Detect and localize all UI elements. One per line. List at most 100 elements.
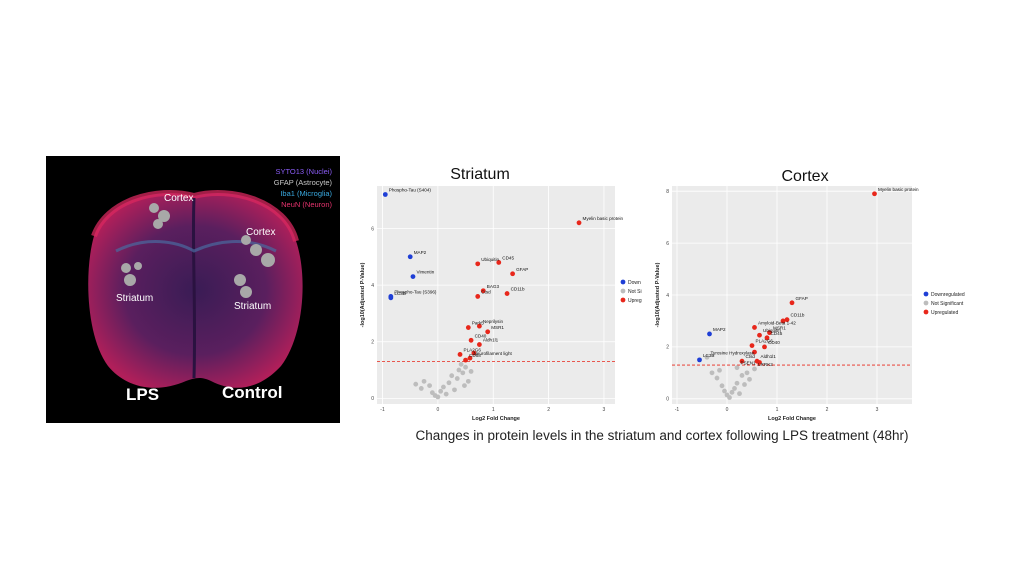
data-point-up bbox=[465, 325, 471, 330]
roi-circle bbox=[124, 274, 136, 286]
data-point-up bbox=[485, 329, 491, 335]
point-label: Aldh1l1 bbox=[483, 338, 499, 343]
data-point-up bbox=[749, 343, 755, 349]
point-label: GFAP bbox=[796, 296, 808, 301]
cortex-volcano-plot: -1 0 1 2 3 0 2 4 6 8 Log2 Fold Change -log10(Adjust… bbox=[655, 186, 965, 422]
data-point-notsig bbox=[734, 380, 740, 386]
data-point-notsig bbox=[714, 375, 720, 381]
data-point-down bbox=[382, 192, 388, 197]
legend-label: Not Significant bbox=[931, 301, 964, 307]
data-point-notsig bbox=[704, 354, 710, 360]
point-label: Ctsd bbox=[481, 289, 491, 294]
data-point-notsig bbox=[719, 383, 725, 389]
data-point-up bbox=[739, 358, 745, 364]
point-label: CD40 bbox=[768, 340, 780, 345]
data-point-up bbox=[475, 294, 481, 299]
y-axis-label: -log10(Adjusted P-Value) bbox=[360, 262, 366, 327]
data-point-notsig bbox=[452, 387, 457, 393]
data-point-notsig bbox=[742, 382, 747, 387]
x-tick-label: -1 bbox=[380, 407, 385, 413]
striatum-chart-title: Striatum bbox=[450, 166, 510, 183]
point-label: Myelin basic protein bbox=[878, 187, 919, 192]
data-point-up bbox=[467, 355, 473, 361]
roi-circle bbox=[240, 286, 252, 298]
data-point-up bbox=[872, 191, 877, 197]
condition-label-control: Control bbox=[222, 383, 282, 402]
legend-nuclei: SYTO13 (Nuclei) bbox=[275, 167, 332, 176]
point-label: Ctsd bbox=[746, 354, 756, 359]
data-point-up bbox=[471, 350, 477, 356]
x-axis-label: Log2 Fold Change bbox=[472, 416, 520, 422]
data-point-up bbox=[576, 220, 582, 226]
data-point-notsig bbox=[734, 365, 740, 371]
data-point-up bbox=[789, 300, 795, 306]
roi-circle bbox=[158, 210, 170, 222]
data-point-up bbox=[496, 260, 502, 265]
data-point-up bbox=[767, 330, 772, 336]
striatum-volcano-plot: -1 0 1 2 3 0 2 4 6 Log2 Fold Change -log10(Adjuste… bbox=[360, 186, 642, 422]
roi-circle bbox=[250, 244, 262, 256]
legend-label: Downregulated bbox=[931, 292, 965, 298]
region-label-cortex-right: Cortex bbox=[246, 227, 275, 238]
data-point-up bbox=[752, 349, 757, 355]
point-label: Myelin basic protein bbox=[583, 216, 624, 221]
point-label: CD45 bbox=[771, 331, 783, 336]
point-label: Neprilysin bbox=[483, 319, 504, 324]
data-point-notsig bbox=[465, 378, 471, 384]
y-tick-label: 6 bbox=[666, 241, 669, 247]
point-label: PLA2G6 bbox=[756, 339, 774, 344]
data-point-notsig bbox=[418, 386, 424, 391]
point-label: Tyrosine Hydroxylase bbox=[711, 350, 755, 355]
data-point-up bbox=[784, 317, 790, 323]
data-point-notsig bbox=[438, 388, 444, 394]
x-tick-label: 0 bbox=[436, 407, 439, 413]
data-point-notsig bbox=[722, 388, 727, 394]
legend-neuron: NeuN (Neuron) bbox=[281, 200, 332, 209]
data-point-notsig bbox=[739, 373, 745, 378]
y-tick-label: 0 bbox=[666, 397, 669, 403]
point-label: Aldh1l1 bbox=[761, 354, 777, 359]
point-label: LRRK2 bbox=[758, 362, 773, 367]
roi-circle bbox=[149, 203, 159, 213]
data-point-up bbox=[475, 261, 481, 267]
data-point-up bbox=[752, 325, 757, 330]
data-point-up bbox=[504, 291, 510, 296]
point-label: CD11b bbox=[511, 287, 525, 292]
point-label: Ubiquitin bbox=[481, 257, 499, 262]
y-tick-label: 2 bbox=[666, 345, 669, 351]
point-label: MSR1 bbox=[773, 326, 786, 331]
x-tick-label: 1 bbox=[776, 407, 779, 413]
brain-midline bbox=[191, 197, 197, 379]
point-label: Ubiquitin bbox=[763, 328, 781, 333]
x-axis-label: Log2 Fold Change bbox=[768, 416, 816, 422]
plot-panel bbox=[377, 186, 615, 404]
data-point-notsig bbox=[413, 381, 419, 387]
data-point-notsig bbox=[709, 370, 715, 376]
point-label: CD40 bbox=[475, 333, 487, 338]
region-label-cortex-left: Cortex bbox=[164, 193, 193, 204]
point-label: PLA2G6 bbox=[464, 347, 482, 352]
x-tick-label: 3 bbox=[603, 407, 606, 413]
data-point-up bbox=[780, 318, 786, 324]
y-tick-label: 0 bbox=[371, 396, 374, 402]
y-tick-label: 8 bbox=[666, 189, 669, 195]
data-point-down bbox=[407, 254, 413, 260]
data-point-notsig bbox=[732, 386, 737, 391]
point-label: MAP2 bbox=[414, 250, 427, 255]
point-label: Phospho-Tau (S396) bbox=[394, 289, 437, 294]
region-label-striatum-left: Striatum bbox=[116, 293, 153, 304]
data-point-notsig bbox=[462, 383, 467, 388]
point-label: Park5 bbox=[472, 321, 484, 326]
y-tick-label: 2 bbox=[371, 340, 374, 346]
cortex-chart-title: Cortex bbox=[781, 168, 829, 185]
data-point-down bbox=[410, 274, 416, 279]
condition-label-lps: LPS bbox=[126, 385, 159, 404]
data-point-notsig bbox=[458, 361, 464, 367]
data-point-notsig bbox=[737, 391, 742, 397]
x-tick-label: 2 bbox=[547, 407, 550, 413]
legend-key-down bbox=[620, 279, 626, 285]
legend-key-up bbox=[923, 309, 929, 315]
legend-microglia: Iba1 (Microglia) bbox=[280, 189, 332, 198]
x-tick-label: 0 bbox=[726, 407, 729, 413]
legend-key-down bbox=[923, 291, 929, 297]
